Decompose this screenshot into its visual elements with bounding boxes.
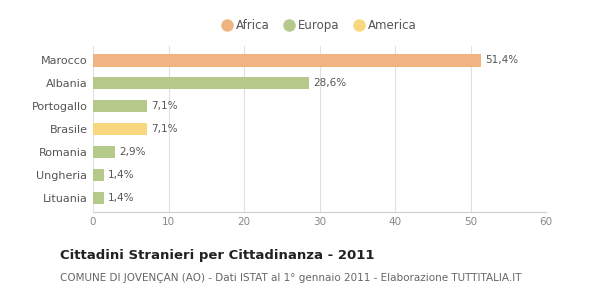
Bar	[93, 54, 481, 66]
Bar	[93, 100, 146, 113]
Text: 51,4%: 51,4%	[485, 55, 519, 65]
Text: 2,9%: 2,9%	[119, 147, 146, 157]
Text: COMUNE DI JOVENÇAN (AO) - Dati ISTAT al 1° gennaio 2011 - Elaborazione TUTTITALI: COMUNE DI JOVENÇAN (AO) - Dati ISTAT al …	[60, 273, 521, 283]
Text: 1,4%: 1,4%	[108, 170, 134, 180]
Text: 7,1%: 7,1%	[151, 124, 178, 134]
Bar	[93, 146, 115, 158]
Bar	[93, 192, 104, 204]
Text: 28,6%: 28,6%	[313, 78, 347, 88]
Bar	[93, 123, 146, 135]
Bar	[93, 77, 309, 90]
Legend: Africa, Europa, America: Africa, Europa, America	[218, 16, 421, 36]
Text: 7,1%: 7,1%	[151, 101, 178, 111]
Bar	[93, 168, 104, 181]
Text: Cittadini Stranieri per Cittadinanza - 2011: Cittadini Stranieri per Cittadinanza - 2…	[60, 249, 374, 262]
Text: 1,4%: 1,4%	[108, 193, 134, 203]
